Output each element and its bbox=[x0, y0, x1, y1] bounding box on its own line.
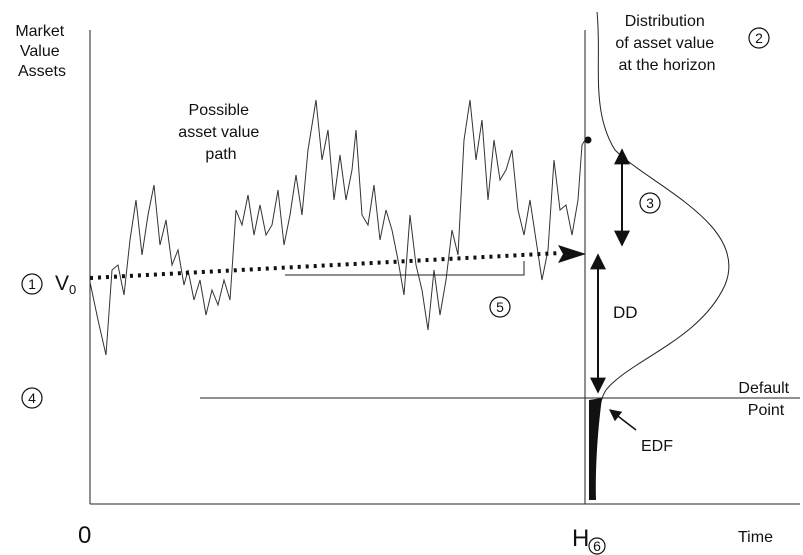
expected-growth-line bbox=[89, 251, 561, 280]
svg-text:2: 2 bbox=[755, 30, 763, 46]
edf-label: EDF bbox=[641, 438, 673, 455]
distribution-label: Distribution of asset value at the horiz… bbox=[615, 13, 718, 74]
expected-growth-arrowhead bbox=[558, 245, 586, 263]
svg-text:1: 1 bbox=[28, 276, 36, 292]
asset-path-label: Possible asset value path bbox=[178, 102, 263, 163]
marker-4: 4 bbox=[21, 387, 43, 409]
marker-6: 6 bbox=[588, 537, 606, 555]
y-axis-label: Market Value Assets bbox=[15, 23, 68, 80]
horizon-path-endpoint bbox=[584, 136, 592, 144]
svg-text:3: 3 bbox=[646, 195, 654, 211]
asset-value-path bbox=[89, 99, 586, 356]
time-label: Time bbox=[738, 529, 773, 546]
marker-3: 3 bbox=[639, 192, 661, 214]
default-point-label: Default Point bbox=[738, 380, 793, 419]
svg-text:5: 5 bbox=[496, 299, 504, 315]
svg-text:6: 6 bbox=[593, 538, 601, 554]
edf-pointer-arrow bbox=[609, 409, 637, 431]
dd-label: DD bbox=[613, 303, 638, 322]
slope-triangle bbox=[285, 261, 525, 276]
origin-label: 0 bbox=[78, 522, 91, 549]
horizon-label: H bbox=[572, 525, 589, 552]
marker-1: 1 bbox=[21, 273, 43, 295]
v0-label: V0 bbox=[55, 272, 76, 297]
marker-2: 2 bbox=[748, 27, 770, 49]
distribution-curve bbox=[592, 11, 730, 501]
svg-text:4: 4 bbox=[28, 390, 36, 406]
edf-tail-shape bbox=[589, 398, 602, 500]
marker-5: 5 bbox=[489, 296, 511, 318]
